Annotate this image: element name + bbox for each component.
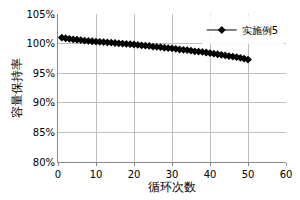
svg-text:40: 40 <box>204 169 217 180</box>
svg-text:0: 0 <box>55 169 61 180</box>
svg-text:100%: 100% <box>26 38 55 49</box>
svg-text:容量保持率: 容量保持率 <box>10 58 24 118</box>
svg-text:90%: 90% <box>33 97 55 108</box>
svg-text:105%: 105% <box>26 9 55 20</box>
svg-text:循环次数: 循环次数 <box>148 180 196 194</box>
svg-text:30: 30 <box>166 169 179 180</box>
svg-text:80%: 80% <box>33 157 55 168</box>
svg-text:20: 20 <box>128 169 141 180</box>
svg-text:85%: 85% <box>33 127 55 138</box>
svg-text:实施例5: 实施例5 <box>242 25 278 36</box>
svg-text:60: 60 <box>280 169 293 180</box>
svg-text:95%: 95% <box>33 68 55 79</box>
svg-text:10: 10 <box>90 169 103 180</box>
svg-text:50: 50 <box>242 169 255 180</box>
